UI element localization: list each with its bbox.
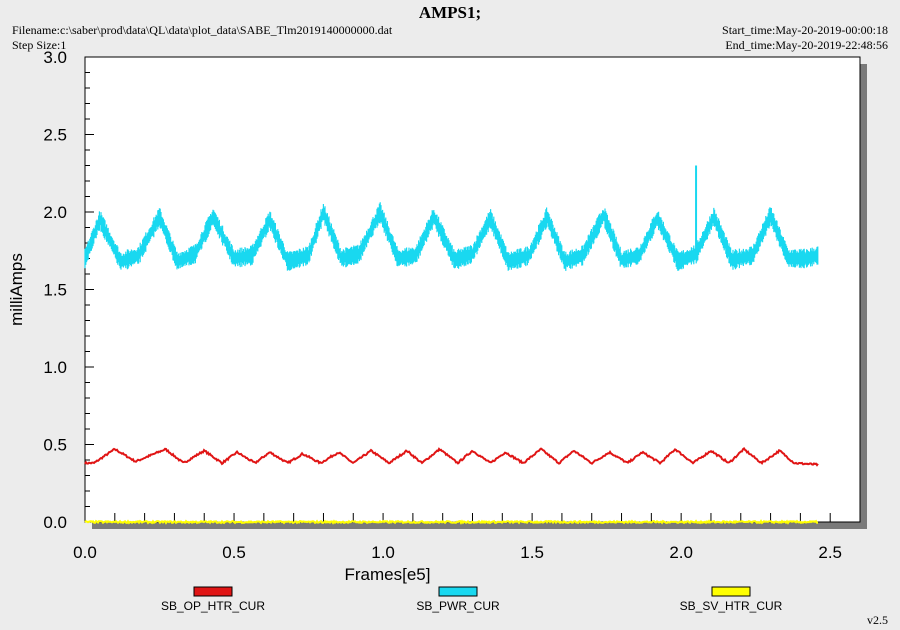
series-sb-pwr-cur (84, 165, 819, 271)
series-sb-op-htr-cur (84, 446, 819, 467)
y-tick-label: 1.0 (43, 358, 67, 377)
series-line (84, 519, 818, 525)
y-axis-label: milliAmps (7, 253, 26, 326)
version-label: v2.5 (867, 613, 888, 627)
x-tick-label: 0.0 (73, 543, 97, 562)
x-tick-label: 0.5 (222, 543, 246, 562)
y-tick-label: 2.0 (43, 203, 67, 222)
x-tick-label: 2.0 (669, 543, 693, 562)
legend-label: SB_SV_HTR_CUR (680, 599, 783, 613)
legend-swatch (711, 586, 751, 597)
series-line (84, 446, 819, 467)
y-tick-label: 3.0 (43, 48, 67, 67)
series-sb-sv-htr-cur (84, 519, 818, 525)
end-time-label: End_time:May-20-2019-22:48:56 (725, 38, 888, 52)
legend-label: SB_PWR_CUR (416, 599, 500, 613)
x-axis-label: Frames[e5] (345, 565, 431, 584)
file-info: Filename:c:\saber\prod\data\QL\data\plot… (12, 23, 392, 53)
legend-label: SB_OP_HTR_CUR (161, 599, 265, 613)
filename-label: Filename:c:\saber\prod\data\QL\data\plot… (12, 23, 393, 37)
legend-swatch (193, 586, 233, 597)
series-band (84, 202, 819, 271)
y-tick-label: 2.5 (43, 126, 67, 145)
legend-swatch (438, 586, 478, 597)
step-size-label: Step Size:1 (12, 38, 67, 52)
start-time-label: Start_time:May-20-2019-00:00:18 (722, 23, 888, 37)
y-tick-label: 0.5 (43, 436, 67, 455)
time-info: Start_time:May-20-2019-00:00:18 End_time… (722, 23, 888, 53)
plot-area (84, 56, 861, 523)
x-tick-label: 1.0 (371, 543, 395, 562)
x-tick-label: 1.5 (520, 543, 544, 562)
y-tick-label: 1.5 (43, 281, 67, 300)
x-tick-label: 2.5 (818, 543, 842, 562)
y-tick-label: 0.0 (43, 513, 67, 532)
chart-title: AMPS1; (418, 3, 482, 22)
